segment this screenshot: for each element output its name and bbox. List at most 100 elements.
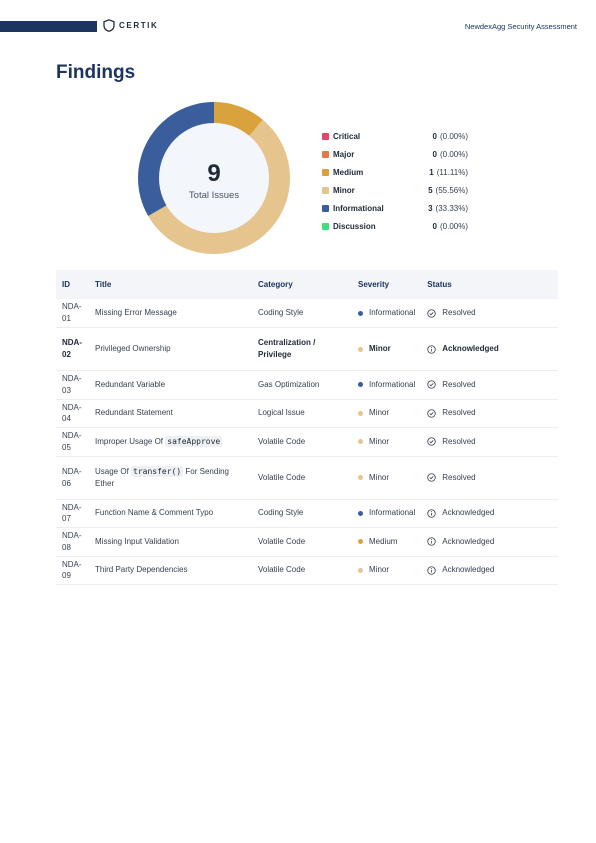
severity-label: Medium [369, 536, 398, 546]
finding-id: NDA-04 [56, 399, 89, 428]
info-circle-icon [427, 344, 436, 354]
finding-id: NDA-02 [56, 327, 89, 371]
title-text: Redundant Statement [95, 408, 173, 418]
legend-label: Minor [333, 185, 355, 195]
severity-dot [358, 475, 363, 480]
finding-severity: Informational [352, 299, 422, 328]
check-circle-icon [427, 308, 436, 318]
finding-status: Resolved [421, 370, 558, 400]
title-text: Function Name & Comment Typo [95, 508, 214, 518]
title-text: Usage Of [95, 466, 132, 476]
finding-severity: Minor [352, 556, 422, 585]
finding-category: Logical Issue [252, 399, 352, 428]
table-header-row: ID Title Category Severity Status [56, 270, 558, 299]
table-row: NDA-04 Redundant Statement Logical Issue Mi… [56, 399, 558, 428]
finding-id: NDA-05 [56, 427, 89, 457]
finding-status: Resolved [421, 427, 558, 457]
severity-label: Minor [369, 436, 390, 446]
finding-title: Privileged Ownership [89, 327, 252, 371]
finding-title: Improper Usage Of safeApprove [89, 427, 252, 457]
legend-count: 0 [432, 149, 437, 159]
shield-icon [103, 19, 115, 32]
status-label: Resolved [442, 472, 476, 482]
status-label: Resolved [442, 436, 476, 446]
info-circle-icon [427, 566, 436, 575]
finding-id: NDA-08 [56, 527, 89, 557]
legend-label: Medium [333, 167, 364, 177]
status-label: Acknowledged [442, 536, 495, 546]
table-row: NDA-03 Redundant Variable Gas Optimization… [56, 370, 558, 400]
legend-percent: (0.00%) [439, 221, 468, 231]
legend-percent: (0.00%) [439, 149, 468, 159]
title-text: Missing Error Message [95, 308, 177, 318]
finding-category: Coding Style [252, 299, 352, 328]
column-header-category: Category [258, 280, 293, 289]
severity-dot [358, 346, 363, 352]
info-circle-icon [427, 509, 436, 518]
finding-status: Acknowledged [421, 527, 558, 557]
page-title: Findings [56, 62, 136, 83]
legend-swatch [322, 186, 329, 194]
severity-label: Informational [369, 308, 416, 318]
severity-label: Informational [369, 508, 416, 518]
finding-severity: Minor [352, 427, 422, 457]
finding-severity: Informational [352, 370, 422, 400]
legend-percent: (55.56%) [435, 185, 468, 195]
finding-id: NDA-06 [56, 456, 89, 500]
document-title: NewdexAgg Security Assessment [464, 22, 577, 31]
severity-donut-chart: 9 Total Issues [138, 102, 290, 254]
legend-item-minor: Minor 5 (55.56%) [322, 181, 468, 199]
status-label: Resolved [442, 308, 476, 318]
finding-severity: Minor [352, 456, 422, 500]
severity-dot [358, 567, 363, 573]
severity-dot [358, 310, 363, 316]
finding-id: NDA-03 [56, 370, 89, 400]
finding-title: Missing Error Message [89, 299, 252, 328]
column-header-status: Status [427, 280, 452, 289]
legend-item-major: Major 0 (0.00%) [322, 145, 468, 163]
legend-label: Critical [333, 131, 361, 141]
finding-title: Third Party Dependencies [89, 556, 252, 585]
status-label: Acknowledged [442, 508, 495, 518]
title-text: Privileged Ownership [95, 344, 171, 354]
table-row: NDA-05 Improper Usage Of safeApprove Volat… [56, 427, 558, 457]
severity-label: Minor [369, 344, 391, 354]
check-circle-icon [427, 437, 436, 446]
severity-dot [358, 439, 363, 445]
legend-item-critical: Critical 0 (0.00%) [322, 127, 468, 145]
finding-severity: Informational [352, 499, 422, 528]
info-circle-icon [427, 537, 436, 546]
title-text: Improper Usage Of [95, 436, 166, 446]
column-header-severity: Severity [358, 280, 390, 289]
title-text: Third Party Dependencies [95, 565, 188, 575]
finding-title: Missing Input Validation [89, 527, 252, 557]
status-label: Acknowledged [442, 344, 499, 354]
finding-severity: Minor [352, 327, 422, 371]
header-accent-bar [0, 21, 97, 32]
finding-id: NDA-01 [56, 299, 89, 328]
table-row: NDA-07 Function Name & Comment Typo Coding… [56, 499, 558, 528]
finding-category: Volatile Code [252, 527, 352, 557]
legend-swatch [322, 204, 329, 212]
finding-id: NDA-09 [56, 556, 89, 585]
column-header-title: Title [95, 280, 112, 289]
table-row: NDA-06 Usage Of transfer() For Sending Et… [56, 456, 558, 500]
legend-item-discussion: Discussion 0 (0.00%) [322, 217, 468, 235]
title-text-suffix: For Sending Ether [95, 466, 229, 488]
finding-category: Volatile Code [252, 556, 352, 585]
finding-id: NDA-07 [56, 499, 89, 528]
legend-swatch [322, 168, 329, 176]
finding-severity: Minor [352, 399, 422, 428]
severity-dot [358, 510, 363, 516]
severity-dot [358, 410, 363, 416]
finding-title: Redundant Variable [89, 370, 252, 400]
finding-status: Acknowledged [421, 556, 558, 585]
code-snippet: transfer() [131, 465, 184, 477]
legend-count: 1 [429, 167, 434, 177]
check-circle-icon [427, 409, 436, 418]
severity-dot [358, 382, 363, 388]
findings-table: ID Title Category Severity Status NDA-01… [56, 270, 558, 585]
severity-dot [358, 539, 363, 545]
legend-count: 5 [428, 185, 433, 195]
finding-category: Coding Style [252, 499, 352, 528]
